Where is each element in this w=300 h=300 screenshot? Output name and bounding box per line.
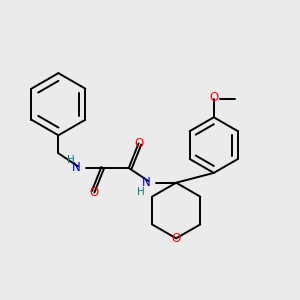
Text: H: H: [137, 187, 145, 197]
Text: O: O: [90, 186, 99, 199]
Text: N: N: [142, 176, 151, 189]
Text: O: O: [172, 232, 181, 245]
Text: O: O: [209, 91, 218, 104]
Text: N: N: [72, 161, 81, 175]
Text: H: H: [67, 155, 74, 165]
Text: O: O: [134, 137, 143, 150]
